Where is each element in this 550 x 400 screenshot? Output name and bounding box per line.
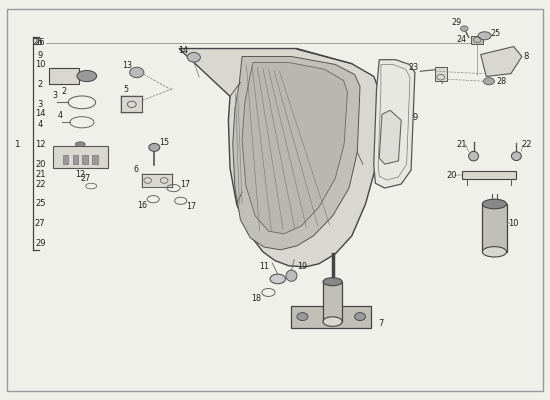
Ellipse shape [482, 199, 507, 209]
Text: 26: 26 [32, 38, 43, 47]
Bar [461, 170, 516, 179]
Ellipse shape [149, 143, 160, 151]
Ellipse shape [286, 270, 297, 281]
Text: 14: 14 [178, 46, 188, 55]
Text: 17: 17 [186, 202, 197, 211]
Text: 1: 1 [14, 140, 20, 149]
Bar [482, 204, 507, 252]
Text: 18: 18 [251, 294, 261, 302]
Bar [49, 68, 79, 84]
Ellipse shape [270, 274, 285, 284]
Text: 3: 3 [37, 100, 43, 109]
Bar [63, 155, 68, 164]
Text: 11: 11 [259, 262, 269, 272]
Ellipse shape [482, 247, 507, 257]
Ellipse shape [483, 78, 494, 85]
Polygon shape [179, 48, 380, 267]
Polygon shape [374, 60, 415, 188]
Text: 21: 21 [456, 140, 467, 149]
Text: 26: 26 [35, 38, 46, 47]
Text: 28: 28 [496, 77, 506, 86]
Bar [122, 96, 142, 112]
Text: 8: 8 [523, 52, 529, 61]
Ellipse shape [130, 67, 144, 78]
Text: 4: 4 [37, 120, 43, 129]
Text: 12: 12 [35, 140, 46, 149]
Ellipse shape [355, 313, 366, 320]
Ellipse shape [187, 52, 200, 62]
Bar [292, 306, 371, 328]
Text: 27: 27 [81, 174, 91, 183]
Text: 29: 29 [35, 239, 46, 248]
Bar [323, 282, 342, 322]
Text: 10: 10 [35, 60, 46, 69]
Text: 25: 25 [35, 200, 46, 208]
Text: 20: 20 [447, 171, 457, 180]
Polygon shape [233, 56, 360, 250]
Bar [73, 155, 78, 164]
Text: 24: 24 [456, 35, 466, 44]
Polygon shape [379, 110, 401, 164]
Text: 4: 4 [57, 110, 63, 120]
Text: 23: 23 [408, 63, 419, 72]
Text: 22: 22 [521, 140, 531, 150]
Ellipse shape [512, 152, 521, 160]
Text: 2: 2 [37, 80, 43, 89]
Text: 19: 19 [298, 262, 307, 272]
Text: 20: 20 [35, 160, 46, 169]
Ellipse shape [460, 26, 468, 31]
Text: 22: 22 [35, 180, 46, 188]
Bar [53, 146, 108, 168]
Text: 2: 2 [62, 87, 67, 96]
Ellipse shape [77, 70, 97, 82]
Ellipse shape [469, 151, 478, 161]
Text: 15: 15 [159, 138, 169, 147]
Text: 12: 12 [75, 170, 85, 178]
Ellipse shape [478, 32, 491, 40]
Text: 14: 14 [35, 109, 46, 118]
Bar [82, 155, 88, 164]
Bar [471, 36, 483, 44]
Bar [435, 67, 447, 81]
Text: 27: 27 [35, 220, 46, 228]
Text: 29: 29 [451, 18, 461, 27]
Text: 6: 6 [133, 165, 138, 174]
Bar [142, 174, 172, 187]
Ellipse shape [323, 278, 342, 286]
Text: 7: 7 [378, 319, 383, 328]
Bar [92, 155, 98, 164]
Text: 5: 5 [123, 85, 128, 94]
Ellipse shape [75, 142, 85, 146]
Polygon shape [481, 46, 522, 76]
Text: 10: 10 [508, 220, 519, 228]
Text: 16: 16 [138, 201, 147, 210]
Text: 9: 9 [37, 51, 43, 60]
Text: 21: 21 [35, 170, 46, 178]
Text: 25: 25 [491, 29, 501, 38]
Text: 3: 3 [52, 91, 57, 100]
Text: 9: 9 [412, 113, 417, 122]
Text: 13: 13 [122, 61, 132, 70]
Polygon shape [242, 62, 348, 234]
Ellipse shape [323, 317, 342, 326]
Text: 17: 17 [180, 180, 191, 189]
Ellipse shape [297, 313, 308, 320]
